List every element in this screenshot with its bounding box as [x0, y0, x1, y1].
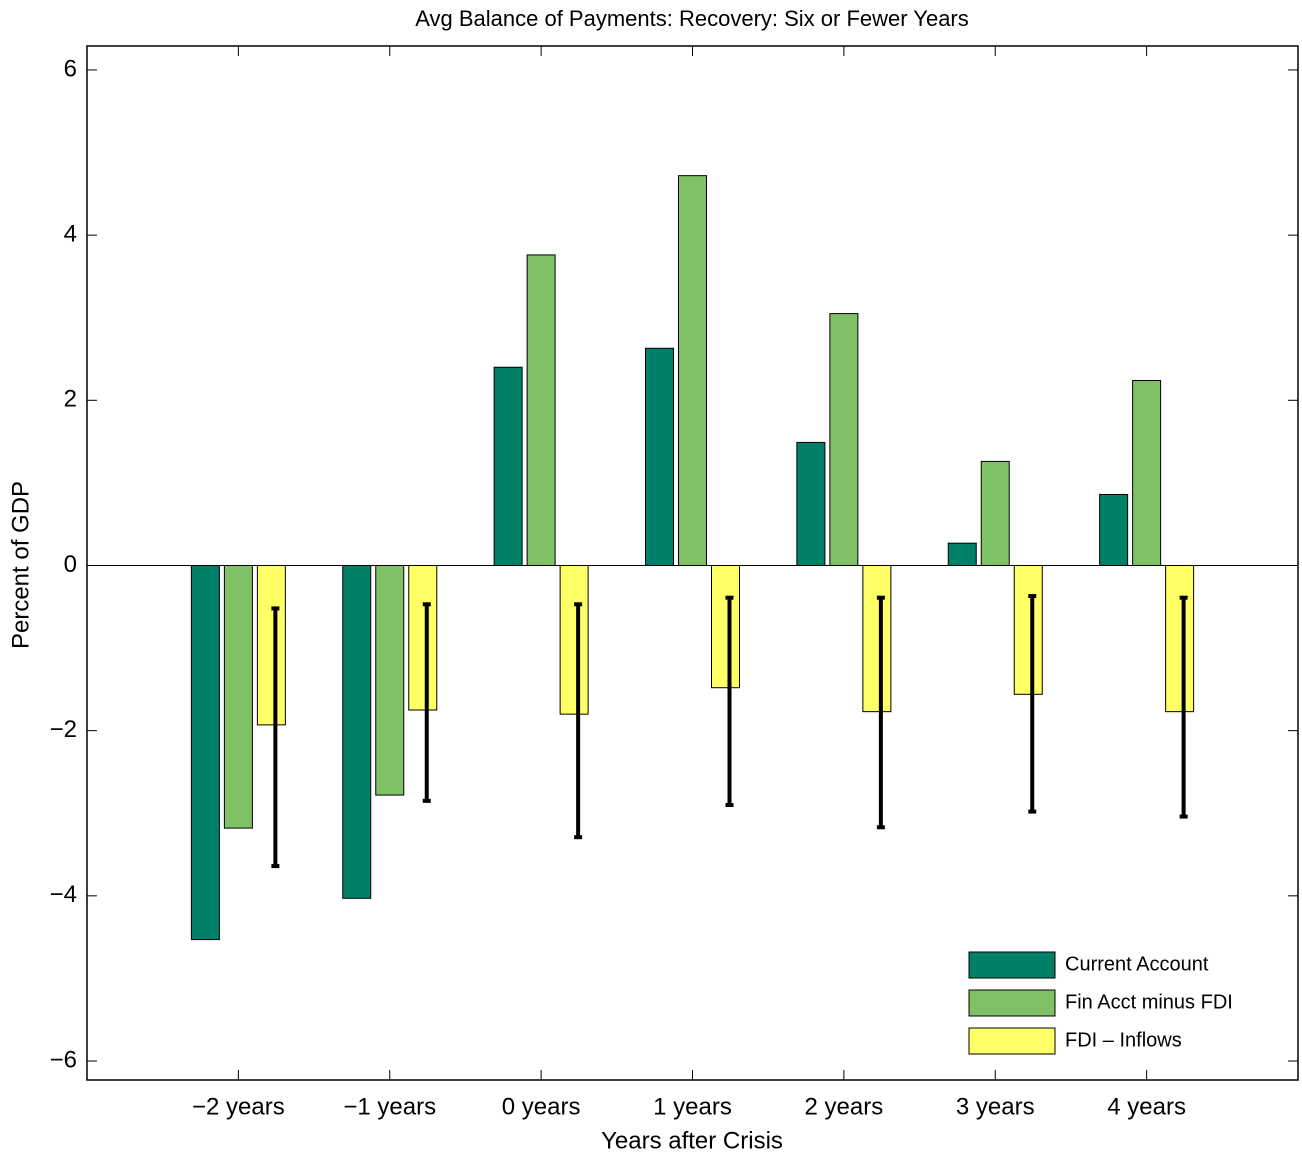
bar [645, 347, 674, 566]
error-bar [271, 606, 280, 869]
legend-label: Fin Acct minus FDI [1065, 991, 1233, 1013]
y-axis-label: Percent of GDP [7, 481, 34, 649]
x-tick-label: 1 years [653, 1093, 732, 1120]
x-tick-label: 4 years [1107, 1093, 1186, 1120]
bar [711, 564, 740, 689]
legend-swatch [968, 951, 1056, 979]
x-tick-label: −2 years [192, 1093, 285, 1120]
bar [559, 564, 589, 715]
y-tick-label: 6 [64, 55, 77, 82]
bar [190, 564, 220, 941]
bar [862, 564, 892, 713]
bar [829, 313, 859, 566]
bar [375, 564, 405, 796]
y-tick-label: −2 [50, 716, 77, 743]
bar [342, 564, 372, 899]
bar [796, 441, 826, 566]
x-tick-label: −1 years [343, 1093, 436, 1120]
x-axis-label: Years after Crisis [601, 1127, 783, 1154]
error-bar [422, 602, 431, 803]
error-bar [1179, 595, 1188, 819]
bar [980, 460, 1010, 566]
y-tick-label: −4 [50, 881, 77, 908]
bar [1099, 493, 1129, 566]
plot-frame [86, 45, 1299, 1081]
chart-title: Avg Balance of Payments: Recovery: Six o… [415, 6, 969, 31]
bar [526, 254, 556, 566]
legend-label: Current Account [1065, 953, 1209, 975]
x-tick-label: 3 years [956, 1093, 1035, 1120]
bar [256, 564, 286, 726]
bar [408, 564, 438, 711]
error-bar [574, 602, 583, 840]
bar [223, 564, 253, 829]
bar [1165, 564, 1195, 713]
bar [1013, 564, 1043, 695]
legend-swatch [968, 989, 1056, 1017]
x-tick-label: 0 years [502, 1093, 581, 1120]
x-tick-label: 2 years [805, 1093, 884, 1120]
bar [947, 542, 977, 566]
error-bar [1028, 594, 1037, 814]
bar [493, 366, 523, 566]
y-tick-label: 0 [64, 551, 77, 578]
bar [678, 175, 707, 566]
error-bar [725, 595, 734, 807]
y-tick-label: −6 [50, 1046, 77, 1073]
y-tick-label: 2 [64, 386, 77, 413]
legend-label: FDI – Inflows [1065, 1029, 1182, 1051]
error-bar [876, 595, 885, 830]
legend-swatch [968, 1027, 1056, 1055]
bar [1132, 379, 1162, 566]
y-tick-label: 4 [64, 220, 77, 247]
